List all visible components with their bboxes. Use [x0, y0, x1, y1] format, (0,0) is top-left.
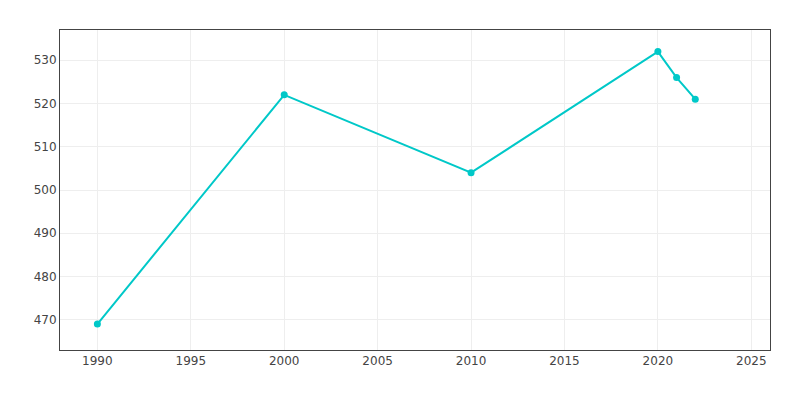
- svg-text:2010: 2010: [456, 354, 487, 368]
- svg-text:510: 510: [34, 140, 57, 154]
- svg-text:490: 490: [34, 226, 57, 240]
- svg-text:2005: 2005: [362, 354, 393, 368]
- svg-text:1990: 1990: [82, 354, 113, 368]
- svg-text:470: 470: [34, 313, 57, 327]
- svg-text:2000: 2000: [269, 354, 300, 368]
- svg-text:2020: 2020: [643, 354, 674, 368]
- svg-text:530: 530: [34, 53, 57, 67]
- svg-text:1995: 1995: [176, 354, 207, 368]
- svg-text:500: 500: [34, 183, 57, 197]
- svg-text:520: 520: [34, 97, 57, 111]
- svg-text:2015: 2015: [549, 354, 580, 368]
- svg-text:480: 480: [34, 270, 57, 284]
- svg-text:2025: 2025: [736, 354, 767, 368]
